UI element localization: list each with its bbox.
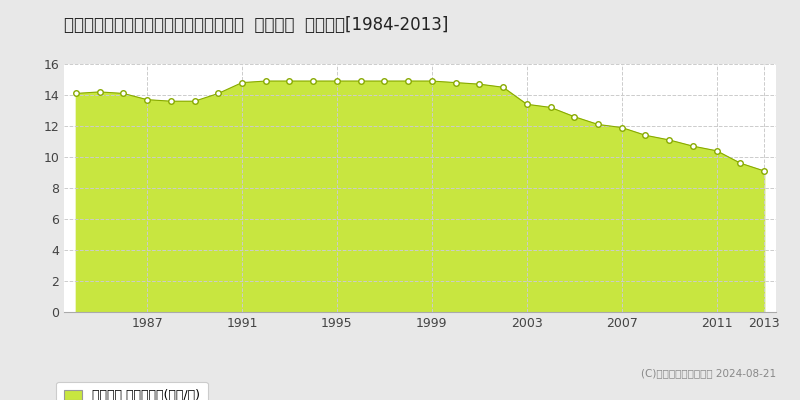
Text: (C)土地価格ドットコム 2024-08-21: (C)土地価格ドットコム 2024-08-21	[641, 368, 776, 378]
Legend: 地価公示 平均坪単価(万円/坪): 地価公示 平均坪単価(万円/坪)	[56, 382, 208, 400]
Text: 北海道帯広市西１０条南２丁目２番６外  地価公示  地価推移[1984-2013]: 北海道帯広市西１０条南２丁目２番６外 地価公示 地価推移[1984-2013]	[64, 16, 448, 34]
